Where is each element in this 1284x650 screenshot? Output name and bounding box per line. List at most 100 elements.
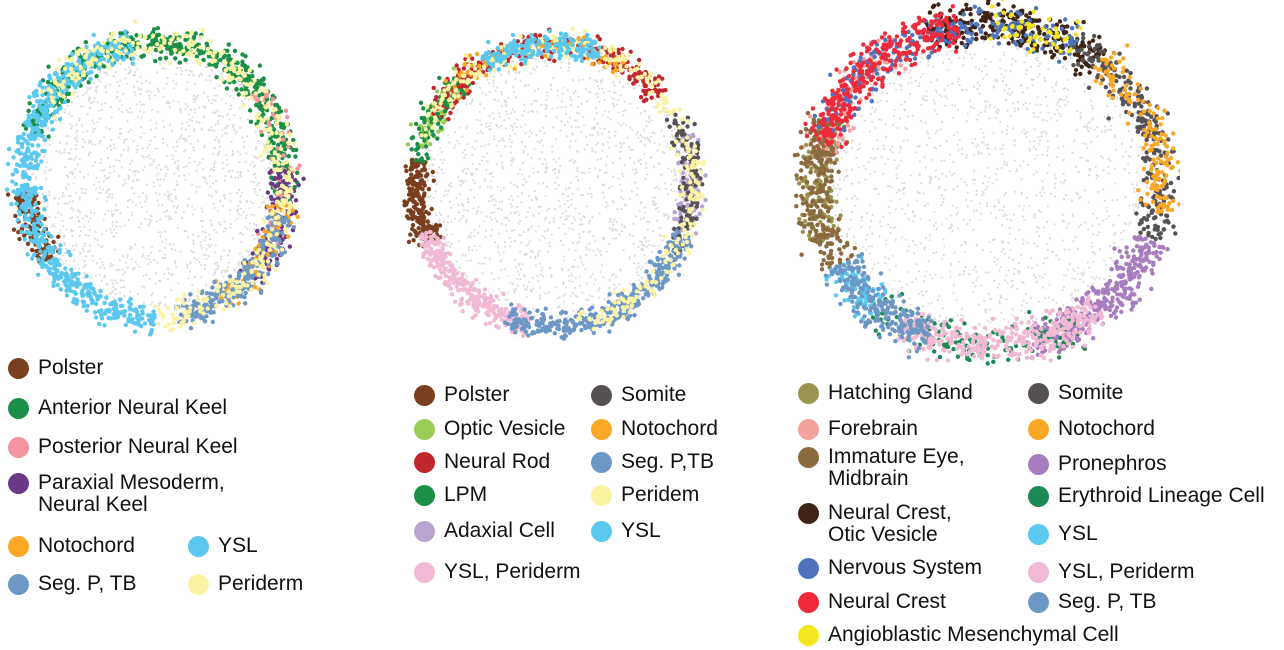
background-point — [200, 263, 203, 267]
background-point — [143, 156, 146, 159]
background-point — [138, 100, 141, 103]
background-point — [267, 166, 271, 169]
legend-swatch — [188, 574, 209, 595]
background-point — [236, 150, 239, 153]
background-point — [253, 237, 256, 240]
background-point — [238, 107, 242, 110]
background-point — [175, 206, 178, 210]
background-point — [238, 200, 241, 203]
background-point — [128, 168, 131, 171]
background-point — [100, 233, 104, 236]
background-point — [219, 258, 222, 261]
background-point — [146, 146, 149, 149]
background-point — [203, 116, 206, 120]
background-point — [222, 167, 225, 170]
background-point — [155, 272, 158, 275]
background-point — [68, 158, 71, 161]
background-point — [124, 182, 127, 185]
background-point — [137, 292, 140, 296]
background-point — [46, 203, 49, 206]
background-point — [175, 62, 179, 65]
background-point — [168, 106, 171, 109]
background-point — [76, 129, 79, 132]
background-point — [103, 136, 106, 139]
background-point — [227, 254, 230, 257]
background-point — [106, 147, 109, 150]
background-point — [144, 257, 147, 260]
background-point — [253, 187, 256, 191]
background-point — [85, 86, 88, 89]
background-point — [72, 248, 75, 251]
background-point — [192, 146, 195, 149]
background-point — [211, 69, 214, 72]
background-point — [186, 266, 189, 269]
background-point — [213, 162, 216, 165]
background-point — [216, 210, 219, 213]
background-point — [252, 181, 256, 184]
background-point — [194, 82, 197, 85]
background-point — [110, 116, 113, 119]
background-point — [212, 169, 215, 172]
background-point — [133, 266, 136, 269]
background-point — [167, 272, 171, 275]
background-point — [69, 123, 72, 126]
background-point — [216, 94, 219, 97]
background-point — [116, 95, 119, 98]
background-point — [124, 261, 127, 264]
background-point — [61, 195, 64, 198]
background-point — [244, 97, 247, 100]
background-point — [109, 228, 112, 231]
background-point — [135, 54, 138, 57]
background-point — [166, 190, 169, 194]
background-point — [212, 129, 216, 132]
background-point — [73, 259, 76, 262]
background-point — [126, 120, 129, 123]
background-point — [241, 255, 244, 258]
background-point — [135, 103, 138, 106]
background-point — [106, 73, 109, 76]
background-point — [161, 119, 165, 122]
background-point — [246, 135, 249, 138]
background-point — [200, 207, 203, 210]
background-point — [181, 122, 184, 125]
background-point — [232, 97, 235, 100]
background-point — [84, 233, 87, 236]
background-point — [245, 214, 248, 217]
background-point — [142, 301, 145, 304]
background-point — [191, 213, 194, 216]
background-point — [272, 193, 275, 196]
background-point — [63, 148, 66, 151]
background-point — [147, 262, 150, 266]
background-point — [230, 140, 233, 143]
legend-swatch — [8, 536, 29, 557]
background-point — [232, 123, 235, 127]
background-point — [157, 172, 160, 175]
background-point — [158, 249, 161, 253]
background-point — [123, 224, 126, 227]
background-point — [115, 220, 118, 224]
background-point — [229, 104, 232, 107]
background-point — [78, 234, 81, 237]
background-point — [105, 229, 108, 232]
background-point — [104, 212, 107, 216]
background-point — [254, 190, 257, 193]
background-point — [214, 123, 217, 126]
background-point — [71, 234, 74, 238]
background-point — [252, 214, 255, 217]
background-point — [213, 73, 216, 76]
background-point — [119, 291, 122, 294]
background-point — [103, 174, 106, 177]
background-point — [163, 210, 166, 214]
background-point — [228, 249, 231, 252]
background-point — [171, 157, 174, 161]
background-point — [198, 121, 201, 124]
background-point — [145, 210, 148, 213]
background-point — [235, 130, 238, 133]
background-point — [140, 222, 143, 225]
background-point — [165, 102, 168, 105]
background-point — [86, 89, 89, 92]
background-point — [82, 93, 85, 97]
background-point — [199, 244, 202, 247]
legend-item: Seg. P, TB — [8, 573, 136, 595]
background-point — [243, 140, 246, 143]
